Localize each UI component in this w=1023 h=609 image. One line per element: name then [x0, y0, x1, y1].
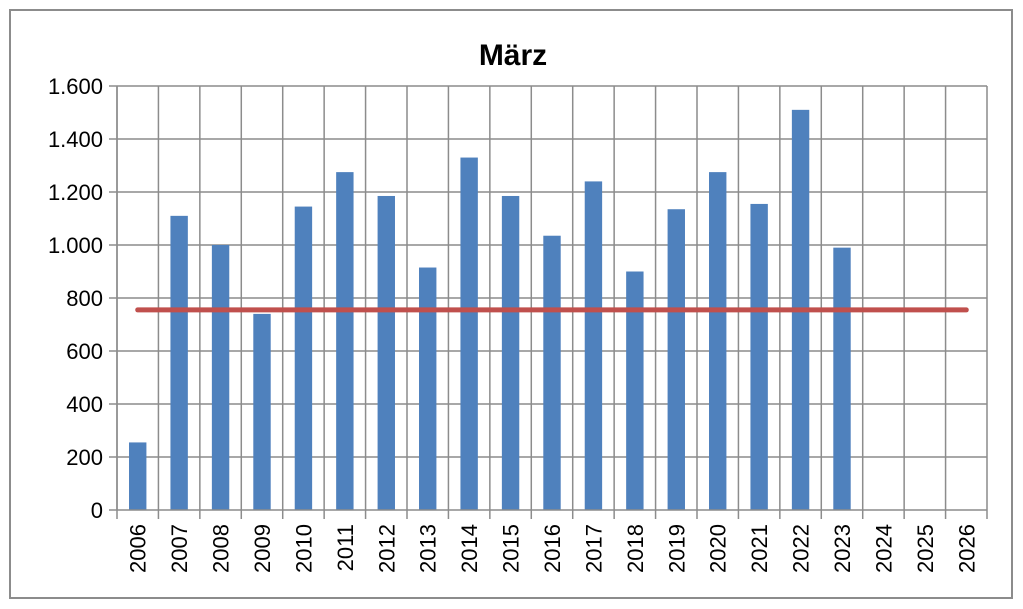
y-tick-label: 1.000 — [48, 233, 103, 258]
x-tick-label: 2010 — [291, 524, 316, 573]
bar — [667, 209, 685, 510]
bar — [626, 271, 644, 510]
y-tick-label: 1.600 — [48, 74, 103, 99]
bar — [129, 442, 147, 510]
bar — [377, 195, 395, 510]
y-tick-label: 600 — [66, 339, 103, 364]
y-tick-label: 200 — [66, 445, 103, 470]
bar — [543, 235, 561, 510]
x-tick-label: 2011 — [333, 524, 358, 571]
x-tick-label: 2013 — [416, 524, 441, 573]
x-tick-label: 2026 — [954, 524, 979, 573]
x-tick-label: 2012 — [374, 524, 399, 573]
x-tick-label: 2016 — [540, 524, 565, 573]
x-tick-label: 2006 — [126, 524, 151, 573]
bar — [460, 157, 478, 511]
bar — [419, 267, 437, 510]
x-tick-label: 2014 — [457, 524, 482, 573]
bar — [709, 172, 727, 510]
x-tick-label: 2023 — [830, 524, 855, 573]
bar — [211, 245, 230, 510]
x-tick-label: 2019 — [664, 524, 689, 573]
bar — [750, 203, 768, 511]
x-tick-label: 2018 — [623, 524, 648, 573]
bar — [501, 195, 520, 510]
x-tick-label: 2020 — [706, 524, 731, 573]
bar — [336, 172, 354, 510]
y-tick-label: 800 — [66, 286, 103, 311]
x-tick-label: 2007 — [167, 524, 192, 573]
x-tick-label: 2022 — [789, 524, 814, 573]
y-tick-label: 1.200 — [48, 180, 103, 205]
y-tick-label: 1.400 — [48, 127, 103, 152]
bar — [294, 206, 313, 510]
x-tick-label: 2017 — [581, 524, 606, 573]
bar — [253, 313, 271, 510]
x-tick-label: 2015 — [499, 524, 524, 573]
x-tick-label: 2025 — [913, 524, 938, 573]
axes: 0 200 400 600 800 1.000 1.200 1.400 1.600 2006 200… — [48, 74, 988, 573]
x-tick-label: 2008 — [209, 524, 234, 573]
x-tick-label: 2024 — [871, 524, 896, 573]
bar — [584, 181, 603, 510]
bar — [170, 215, 188, 510]
chart-title: März — [479, 39, 547, 72]
y-tick-label: 0 — [91, 498, 103, 523]
x-tick-label: 2021 — [747, 524, 772, 573]
bar — [833, 247, 851, 510]
y-tick-label: 400 — [66, 392, 103, 417]
x-tick-label: 2009 — [250, 524, 275, 573]
